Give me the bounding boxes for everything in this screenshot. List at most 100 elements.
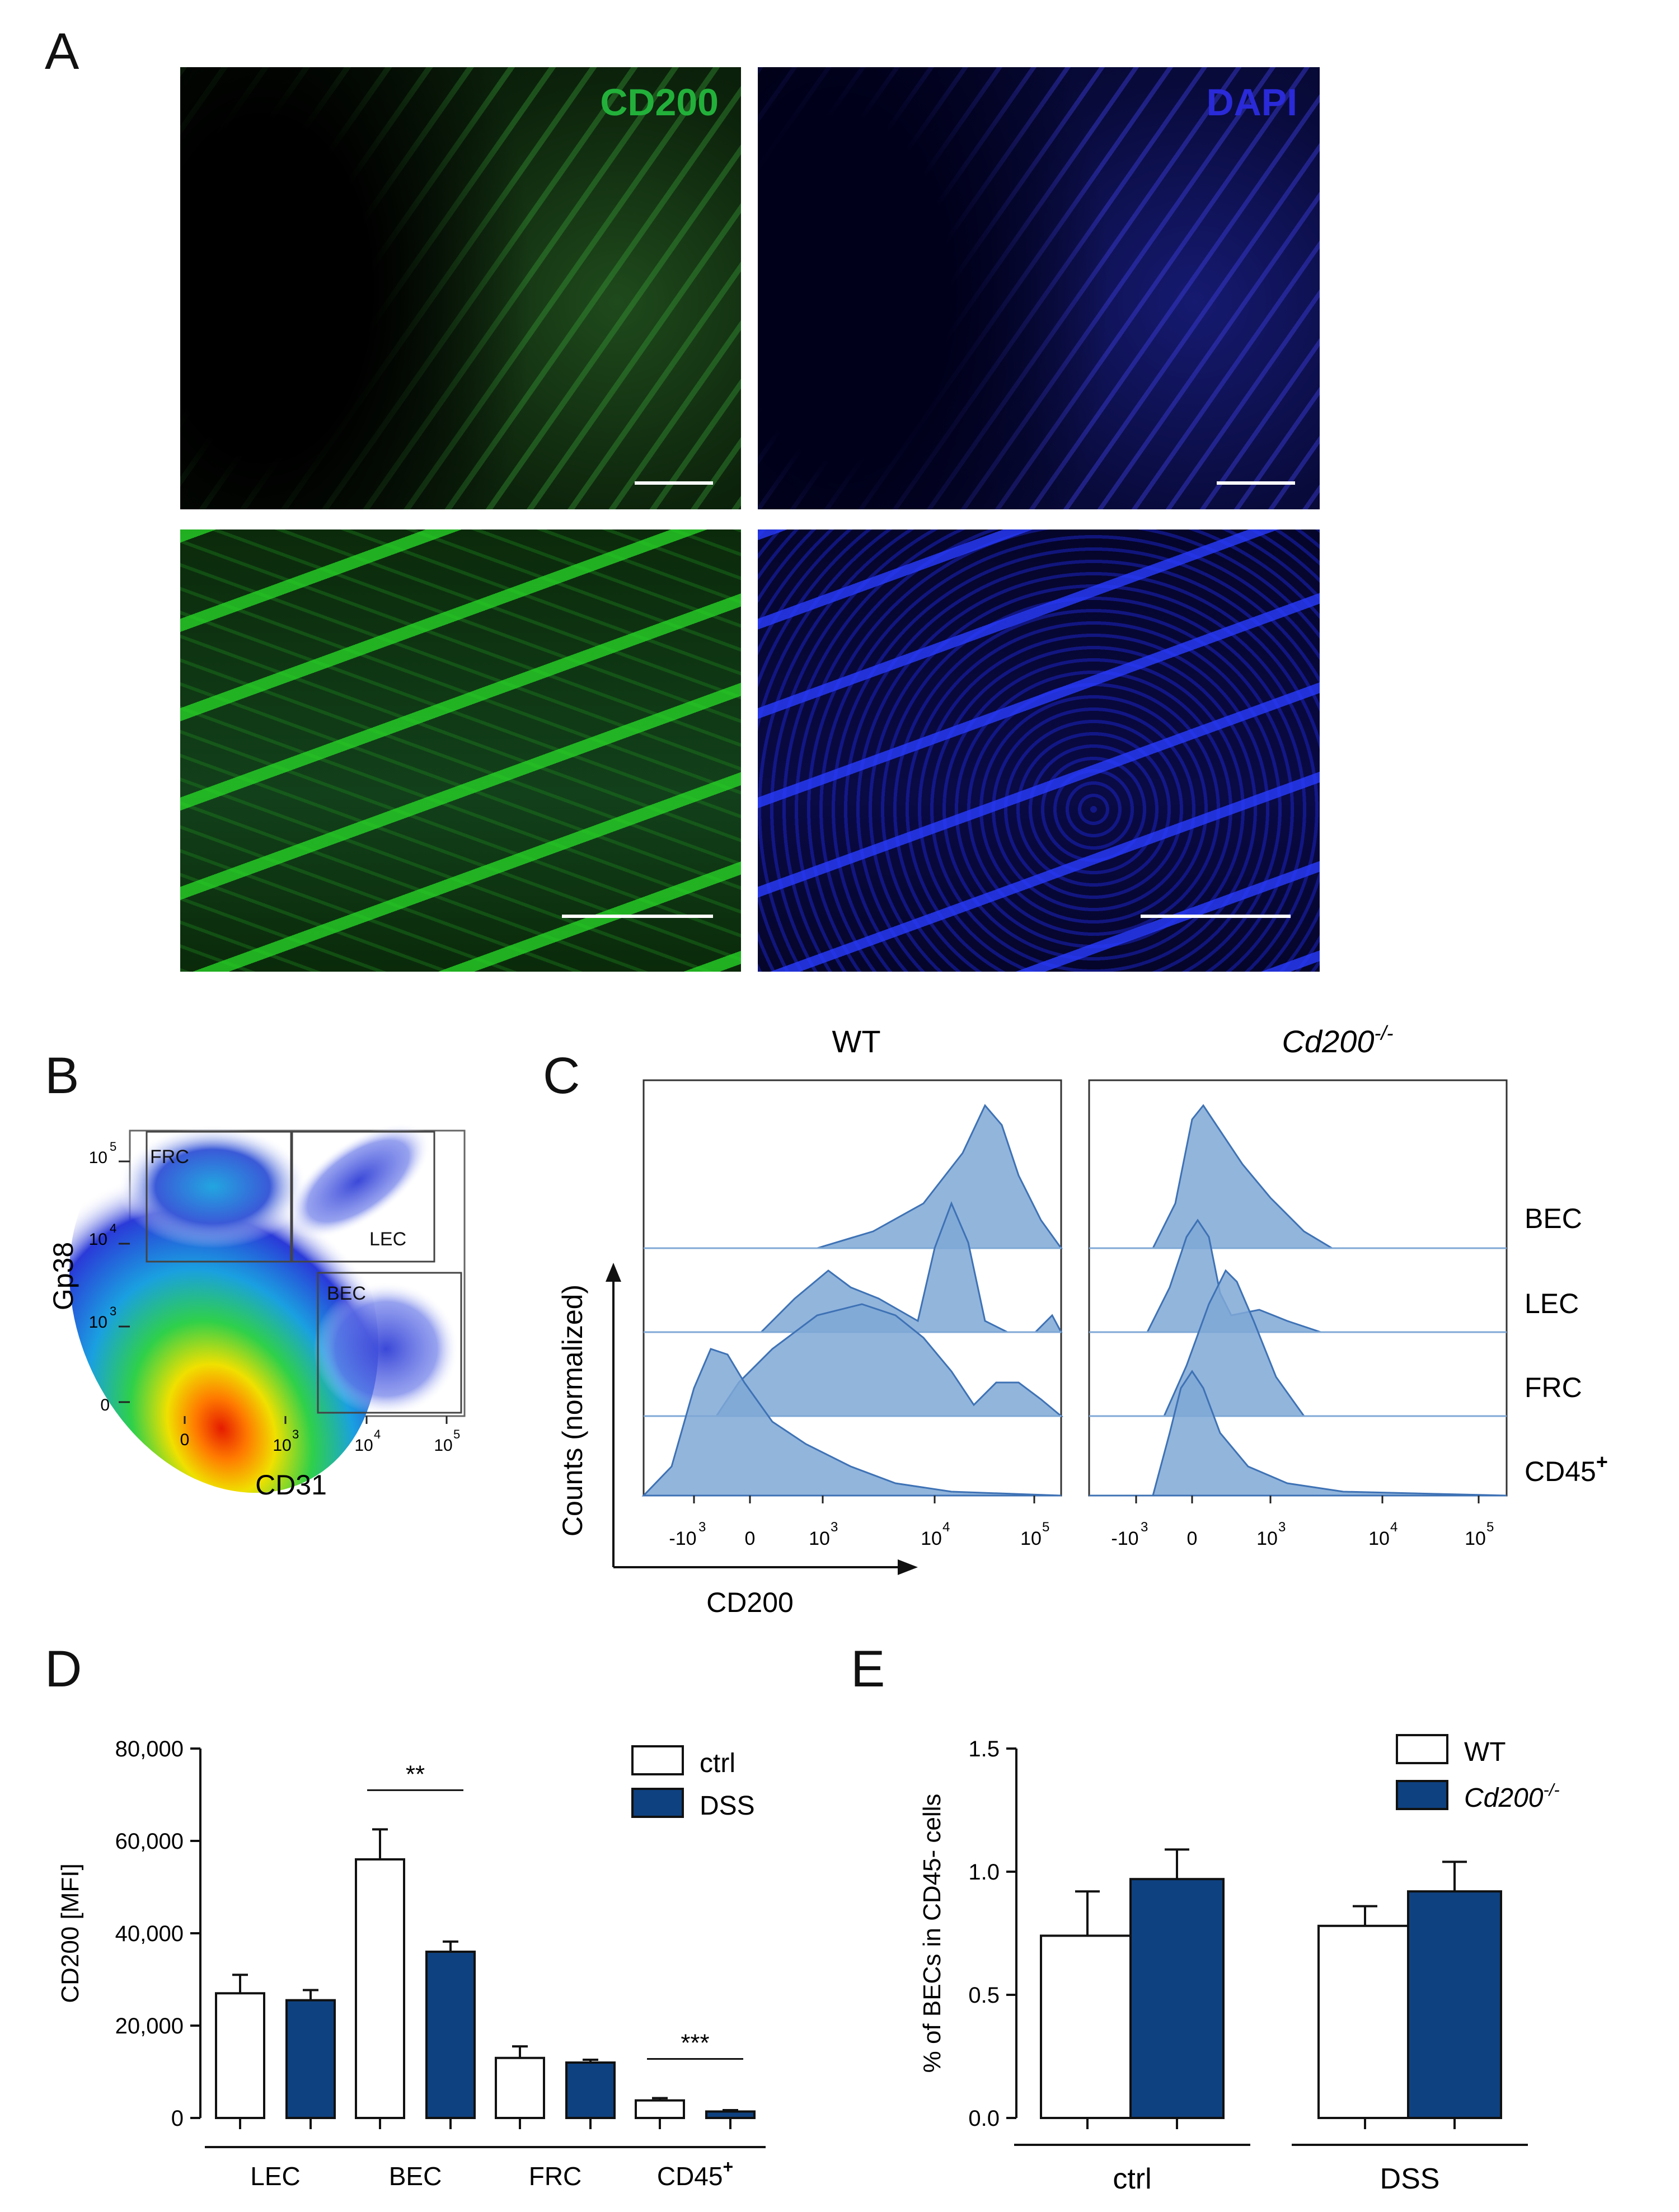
- c-x-label: CD200: [706, 1587, 794, 1618]
- dapi-label: DAPI: [1206, 81, 1297, 124]
- gate-lec: [291, 1131, 435, 1263]
- y-tick-label: 1.5: [968, 1737, 1000, 1761]
- category-name: LEC: [250, 2162, 300, 2191]
- wt-title: WT: [832, 1024, 880, 1059]
- y-tick-label: 60,000: [115, 1829, 184, 1854]
- ko-title-name: Cd200: [1282, 1024, 1374, 1059]
- gate-label-frc: FRC: [150, 1146, 189, 1168]
- category-label: DSS: [1380, 2163, 1440, 2195]
- y-tick-label: 0.5: [968, 1983, 1000, 2008]
- bar-cd200-ctrl: [1129, 1878, 1225, 2119]
- x-tick-label: 10: [1256, 1528, 1278, 1549]
- wt-hist-bec: [644, 1104, 1063, 1249]
- x-tick-label: 0: [1187, 1528, 1198, 1549]
- ko-hist-frc: [1089, 1269, 1306, 1417]
- legend-name: DSS: [700, 1791, 755, 1821]
- ko-x-ticks: -10 3 0 10 3 10 4 10 5: [1111, 1496, 1494, 1549]
- bar-wt-ctrl: [1040, 1934, 1135, 2119]
- scale-bar: [562, 915, 713, 918]
- y-tick-label: 0: [100, 1396, 110, 1414]
- x-tick-label: 10: [1020, 1528, 1042, 1549]
- x-tick-label: 0: [745, 1528, 756, 1549]
- bar-wt-dss: [1317, 1924, 1413, 2120]
- panel-letter-d: D: [45, 1641, 82, 1698]
- population-label-bec: BEC: [1525, 1203, 1582, 1234]
- x-tick-exp: 3: [1278, 1520, 1286, 1535]
- legend-label: Cd200-/-: [1464, 1780, 1560, 1813]
- legend-name: ctrl: [700, 1749, 735, 1778]
- bar-ctrl-frc: [495, 2056, 545, 2119]
- legend-label: WT: [1464, 1737, 1506, 1767]
- legend-sup: -/-: [1543, 1780, 1559, 1799]
- y-axis-label: CD200 [MFI]: [57, 1863, 84, 2003]
- significance-label: **: [406, 1760, 425, 1788]
- category-label: CD45+: [657, 2157, 733, 2191]
- y-tick-label: 0.0: [968, 2106, 1000, 2131]
- y-tick-label: 0: [171, 2106, 184, 2131]
- category-label: BEC: [389, 2162, 442, 2191]
- y-tick-label: 40,000: [115, 1922, 184, 1946]
- category-name: CD45: [657, 2162, 723, 2191]
- category-name: DSS: [1380, 2163, 1440, 2195]
- x-tick-exp: 5: [1486, 1520, 1494, 1535]
- panel-letter-c: C: [543, 1047, 580, 1104]
- wt-x-ticks: -10 3 0 10 3 10 4 10 5: [669, 1496, 1049, 1549]
- flow-x-label: CD31: [255, 1469, 327, 1501]
- ko-title: Cd200-/-: [1282, 1021, 1393, 1059]
- x-tick-label: 10: [1465, 1528, 1486, 1549]
- dapi-micrograph-low: DAPI: [758, 67, 1320, 509]
- scale-bar: [1217, 481, 1295, 485]
- flow-x-ticks: 0 10 3 10 4 10 5: [180, 1416, 460, 1455]
- legend-label: DSS: [700, 1791, 755, 1821]
- category-label: ctrl: [1113, 2163, 1151, 2195]
- category-name: BEC: [389, 2162, 442, 2191]
- x-tick-label: -10: [1111, 1528, 1138, 1549]
- ko-hist-bec: [1089, 1104, 1335, 1249]
- x-tick-exp: 4: [942, 1520, 950, 1535]
- cd200-label: CD200: [600, 81, 719, 124]
- y-tick-exp: 3: [110, 1304, 116, 1318]
- bar-dss-frc: [565, 2061, 616, 2119]
- population-label-lec: LEC: [1525, 1288, 1579, 1319]
- population-label-frc: FRC: [1525, 1372, 1582, 1403]
- legend-swatch: [631, 1745, 684, 1775]
- scale-bar: [1141, 915, 1291, 918]
- x-tick-exp: 3: [292, 1427, 299, 1441]
- category-name: FRC: [529, 2162, 582, 2191]
- bar-ctrl-lec: [215, 1992, 265, 2119]
- category-label: FRC: [529, 2162, 582, 2191]
- legend-swatch: [631, 1788, 684, 1818]
- c-axis-arrows: [606, 1263, 918, 1575]
- category-label: LEC: [250, 2162, 300, 2191]
- flow-y-label: Gp38: [48, 1242, 79, 1310]
- bar-ctrl-cd45: [635, 2099, 685, 2119]
- x-tick-label: 10: [434, 1436, 452, 1455]
- y-tick-exp: 4: [110, 1221, 116, 1235]
- wt-hist-cd45: [641, 1348, 1062, 1497]
- x-tick-label: 10: [809, 1528, 830, 1549]
- significance-label: ***: [681, 2030, 709, 2057]
- category-name: ctrl: [1113, 2163, 1151, 2195]
- flow-y-ticks: 0 10 3 10 4 10 5: [89, 1140, 130, 1414]
- x-tick-exp: 3: [1141, 1520, 1148, 1535]
- bar-ctrl-bec: [355, 1858, 405, 2119]
- bar-cd200-dss: [1407, 1890, 1502, 2119]
- cd200-micrograph-high: [180, 529, 741, 972]
- ko-hist-lec: [1089, 1219, 1321, 1333]
- x-tick-label: 0: [180, 1431, 190, 1449]
- gate-label-lec: LEC: [369, 1229, 406, 1250]
- y-tick-label: 80,000: [115, 1737, 184, 1761]
- y-tick-label: 10: [89, 1230, 107, 1249]
- bar-dss-bec: [425, 1951, 476, 2119]
- x-tick-label: -10: [669, 1528, 696, 1549]
- y-tick-label: 1.0: [968, 1860, 1000, 1885]
- dapi-micrograph-high: [758, 529, 1320, 972]
- category-sup: +: [723, 2157, 733, 2177]
- gate-bec: [317, 1272, 462, 1414]
- population-cd45-name: CD45: [1525, 1456, 1596, 1487]
- y-tick-label: 20,000: [115, 2014, 184, 2038]
- legend-label: ctrl: [700, 1749, 735, 1778]
